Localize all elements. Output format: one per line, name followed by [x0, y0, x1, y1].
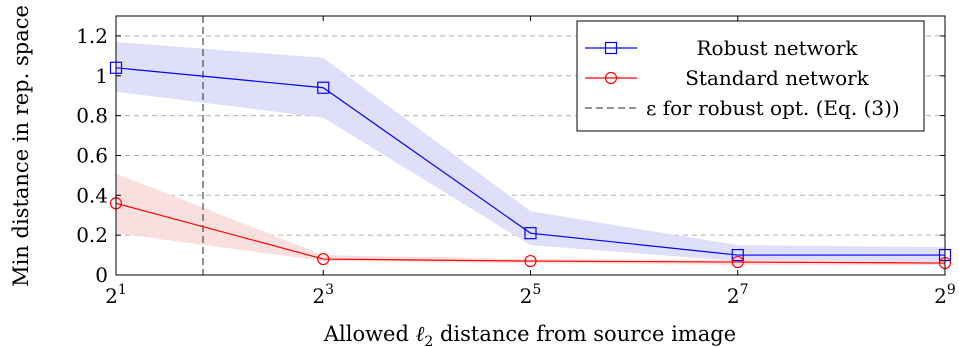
- confidence-band: [116, 41, 945, 262]
- x-tick-label: 29: [934, 282, 956, 308]
- y-tick-label: 0.6: [76, 143, 108, 167]
- data-point: [524, 227, 537, 240]
- axis-ticks: 0 0.2 0.4 0.6 0.8 1 1.2 21 23 25 27 29: [76, 16, 956, 308]
- data-point: [524, 254, 537, 268]
- data-point: [317, 81, 330, 94]
- legend-label: ε for robust opt. (Eq. (3)): [646, 96, 900, 120]
- x-tick-label: 25: [520, 282, 542, 308]
- y-tick-label: 0.4: [76, 183, 108, 207]
- legend-marker: [604, 41, 618, 55]
- confidence-bands: [116, 41, 945, 266]
- legend-label: Robust network: [696, 36, 858, 60]
- y-tick-label: 0.2: [76, 223, 108, 247]
- y-tick-label: 0: [95, 263, 108, 287]
- data-point: [731, 255, 744, 269]
- y-tick-label: 1: [95, 64, 108, 88]
- legend-marker: [604, 71, 618, 85]
- legend: Robust network Standard network ε for robu…: [576, 20, 925, 132]
- y-axis-label: Min distance in rep. space: [9, 5, 33, 287]
- legend-label: Standard network: [685, 66, 869, 90]
- x-tick-label: 21: [105, 282, 127, 308]
- y-tick-label: 1.2: [76, 24, 108, 48]
- series-line: [115, 202, 946, 264]
- data-point: [731, 248, 744, 262]
- series-line: [115, 67, 945, 256]
- x-tick-label: 27: [727, 282, 749, 308]
- x-tick-label: 23: [312, 282, 334, 308]
- y-tick-label: 0.8: [76, 104, 108, 128]
- data-point: [317, 252, 330, 266]
- legend-box: [576, 20, 925, 132]
- x-axis-label: Allowed ℓ2 distance from source image: [323, 322, 736, 347]
- series-lines: [115, 67, 946, 264]
